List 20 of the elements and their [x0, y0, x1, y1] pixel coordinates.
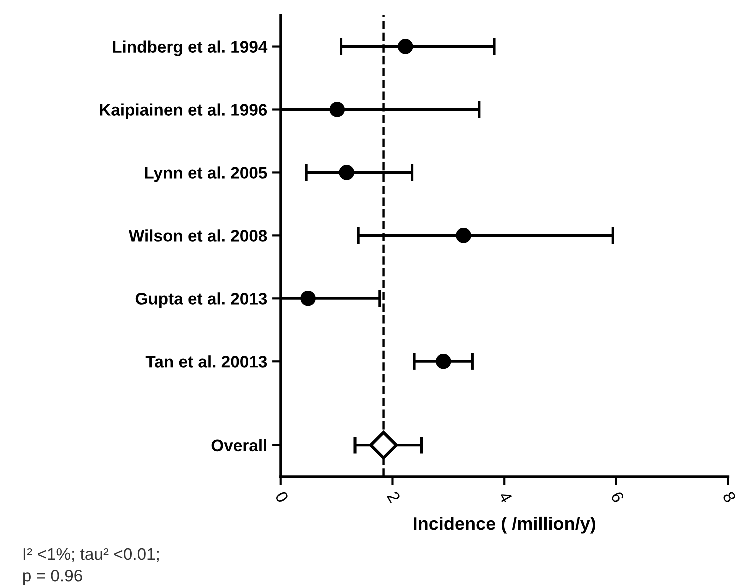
y-tick-label: Overall	[212, 439, 266, 452]
point	[330, 102, 345, 118]
y-tick-label: Wilson et al. 2008	[128, 230, 268, 242]
point	[456, 228, 472, 244]
y-tick-label: Lynn et al. 2005	[145, 166, 268, 182]
point	[436, 354, 452, 370]
y-tick-label: Kaipiainen et al. 1996	[100, 104, 268, 120]
x-tick-label: 4	[498, 490, 513, 504]
x-tick-label: 0	[275, 490, 290, 504]
text: I² <1%; tau² <0.01; p = 0.96	[23, 548, 159, 586]
x-tick-label: 8	[722, 490, 737, 504]
y-tick-label: Tan et al. 20013	[146, 356, 268, 368]
point	[398, 39, 414, 54]
point	[300, 291, 316, 306]
x-tick-label: 2	[387, 491, 401, 504]
point	[339, 165, 355, 180]
y-tick-label: Gupta et al. 2013	[136, 292, 268, 308]
x-tick-label: 6	[610, 491, 625, 504]
y-tick-label: Lindberg et al. 1994	[113, 40, 268, 56]
x-axis-title: Incidence ( /million/y)	[414, 516, 596, 534]
